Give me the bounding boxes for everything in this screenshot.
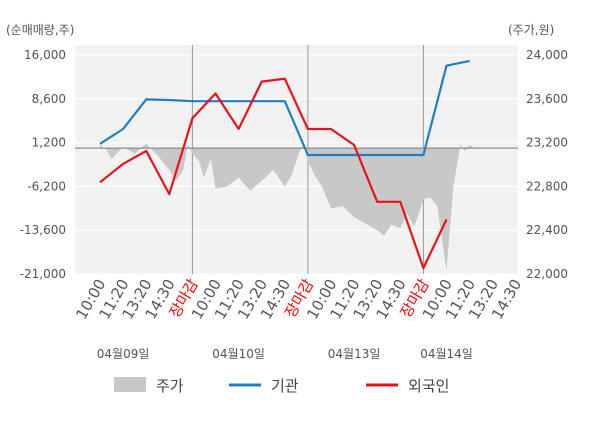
legend-label: 주가 (156, 377, 184, 395)
right-tick-label: 22,400 (526, 223, 568, 237)
right-tick-label: 23,600 (526, 92, 568, 106)
left-tick-label: 16,000 (24, 48, 66, 62)
x-axis-ticks: 10:0011:2013:2014:30장마감10:0011:2013:2014… (72, 276, 525, 323)
left-axis-unit-label: (순매매량,주) (6, 23, 74, 37)
left-axis-ticks: 16,000 8,600 1,200 -6,200 -13,600 -21,000 (20, 48, 66, 281)
right-axis-ticks: 24,000 23,600 23,200 22,800 22,400 22,000 (526, 48, 568, 281)
date-labels: 04월09일 04월10일 04월13일 04월14일 (97, 347, 473, 361)
legend-label: 기관 (271, 377, 299, 395)
price-area (100, 143, 475, 271)
left-tick-label: -13,600 (20, 223, 66, 237)
legend-swatch-area (114, 377, 146, 392)
price-area-layer (100, 143, 475, 271)
right-tick-label: 22,000 (526, 267, 568, 281)
right-tick-label: 22,800 (526, 179, 568, 193)
legend-label: 외국인 (408, 377, 449, 395)
date-label: 04월09일 (97, 347, 150, 361)
date-label: 04월13일 (328, 347, 381, 361)
chart-legend: 주가 기관 외국인 (114, 377, 449, 395)
left-tick-label: -6,200 (27, 179, 66, 193)
series-line-1 (99, 77, 448, 270)
left-tick-label: 8,600 (32, 92, 66, 106)
right-axis-unit-label: (주가,원) (508, 23, 554, 37)
left-tick-label: -21,000 (20, 267, 66, 281)
left-tick-label: 1,200 (32, 136, 66, 150)
right-tick-label: 23,200 (526, 136, 568, 150)
series-lines-layer (99, 59, 470, 270)
right-tick-label: 24,000 (526, 48, 568, 62)
date-label: 04월14일 (420, 347, 473, 361)
date-label: 04월10일 (212, 347, 265, 361)
series-line-0 (99, 59, 470, 157)
